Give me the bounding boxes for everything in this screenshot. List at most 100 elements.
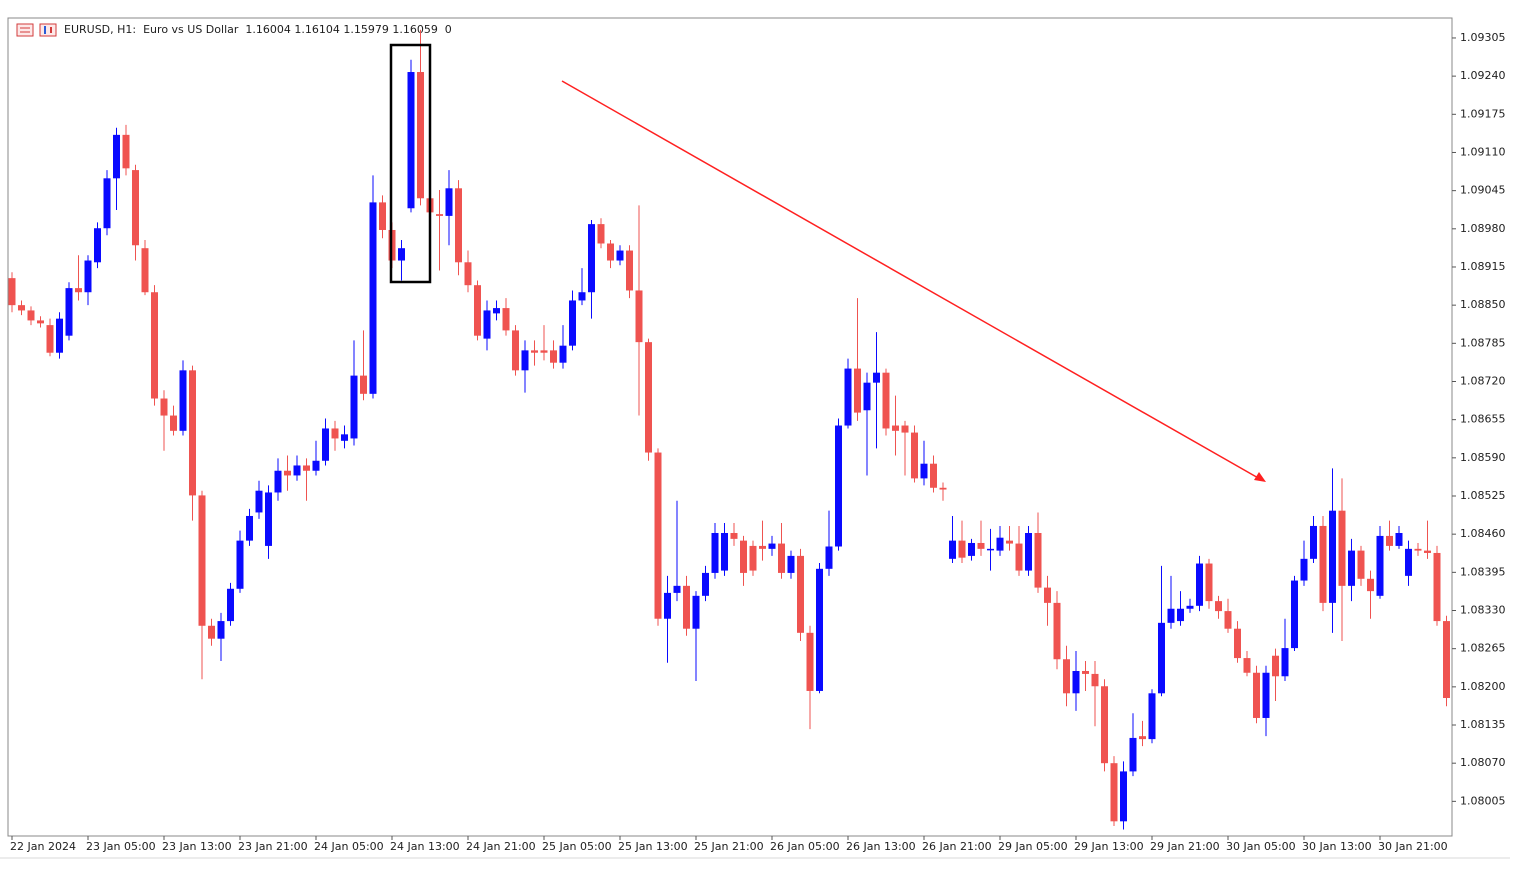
- candle-body: [550, 350, 557, 363]
- y-tick-label: 1.08720: [1460, 374, 1506, 387]
- candle-body: [702, 572, 709, 596]
- candle-body: [987, 548, 994, 551]
- candle-body: [540, 350, 548, 353]
- icon-chart[interactable]: [39, 23, 57, 37]
- candle-body: [1215, 601, 1222, 612]
- x-tick-label: 24 Jan 05:00: [314, 840, 384, 853]
- candle-body: [1376, 535, 1384, 596]
- icon-list[interactable]: [16, 23, 34, 37]
- candle-body: [398, 248, 405, 261]
- candle-body: [170, 415, 177, 431]
- x-tick-label: 29 Jan 21:00: [1150, 840, 1220, 853]
- x-tick-label: 29 Jan 13:00: [1074, 840, 1144, 853]
- y-tick-label: 1.09110: [1460, 145, 1506, 158]
- highlight-box: [389, 43, 432, 284]
- candle-body: [607, 243, 614, 261]
- candle-body: [1395, 532, 1403, 546]
- candle-body: [901, 425, 909, 433]
- candle-body: [132, 170, 139, 246]
- candle-body: [854, 368, 861, 413]
- x-tick-label: 23 Jan 21:00: [238, 840, 308, 853]
- x-tick-label: 30 Jan 13:00: [1302, 840, 1372, 853]
- candle-body: [806, 632, 814, 691]
- candle-body: [1405, 548, 1412, 576]
- candle-body: [75, 288, 82, 293]
- candle-body: [512, 330, 519, 371]
- candle-body: [1367, 578, 1374, 592]
- candle-body: [141, 248, 149, 293]
- candle-body: [8, 278, 16, 306]
- candle-body: [958, 540, 966, 558]
- candle-body: [920, 463, 928, 479]
- candle-body: [46, 325, 54, 353]
- candle-body: [151, 292, 158, 399]
- candle-body: [1281, 648, 1289, 677]
- candle-body: [350, 375, 358, 439]
- x-tick-label: 30 Jan 05:00: [1226, 840, 1296, 853]
- candle-body: [977, 542, 985, 549]
- candle-body: [911, 432, 918, 479]
- candle-body: [1101, 686, 1108, 764]
- candle-body: [711, 532, 719, 573]
- candle-body: [27, 310, 35, 321]
- candle-body: [464, 262, 472, 286]
- candle-body: [1025, 532, 1032, 571]
- candle-body: [103, 178, 111, 229]
- candle-body: [1015, 543, 1023, 571]
- candle-body: [797, 555, 804, 633]
- candle-body: [1034, 532, 1042, 588]
- candle-body: [1110, 763, 1118, 822]
- candle-body: [502, 308, 510, 331]
- candle-body: [227, 588, 234, 622]
- x-tick-label: 23 Jan 05:00: [86, 840, 156, 853]
- candle-body: [1338, 510, 1346, 586]
- candle-body: [683, 585, 690, 629]
- candle-body: [265, 492, 272, 546]
- candle-body: [1386, 535, 1393, 546]
- candle-body: [844, 368, 852, 426]
- candle-body: [1139, 736, 1146, 740]
- candle-body: [1148, 693, 1156, 740]
- header-icons: [16, 23, 57, 37]
- x-tick-label: 26 Jan 13:00: [846, 840, 916, 853]
- candle-body: [436, 214, 443, 216]
- candle-body: [445, 188, 453, 216]
- candle-body: [1063, 659, 1070, 694]
- trend-arrow-line: [561, 80, 1261, 480]
- y-tick-label: 1.08980: [1460, 222, 1506, 235]
- candle-body: [331, 428, 339, 439]
- y-tick-label: 1.09240: [1460, 69, 1506, 82]
- candle-body: [303, 465, 310, 471]
- candle-body: [749, 545, 757, 571]
- y-tick-label: 1.08135: [1460, 718, 1506, 731]
- candle-body: [1424, 550, 1431, 553]
- x-tick-label: 23 Jan 13:00: [162, 840, 232, 853]
- candle-body: [835, 425, 842, 547]
- candle-body: [740, 540, 747, 573]
- candle-body: [160, 398, 168, 416]
- candle-body: [1433, 552, 1441, 622]
- candle-body: [531, 350, 538, 353]
- candle-body: [825, 546, 833, 569]
- x-tick-label: 26 Jan 21:00: [922, 840, 992, 853]
- candle-body: [1319, 525, 1327, 603]
- candle-body: [664, 592, 671, 619]
- candle-body: [616, 250, 624, 261]
- candle-body: [417, 72, 424, 199]
- candle-body: [360, 375, 367, 394]
- candle-body: [208, 625, 215, 639]
- candle-body: [246, 515, 253, 541]
- candle-body: [1196, 563, 1203, 606]
- y-tick-label: 1.08915: [1460, 260, 1506, 273]
- candle-body: [759, 545, 766, 549]
- candle-body: [597, 224, 605, 244]
- candle-body: [939, 487, 947, 490]
- candle-body: [1082, 670, 1089, 674]
- candle-body: [1262, 672, 1270, 718]
- y-tick-label: 1.09175: [1460, 107, 1506, 120]
- candle-body: [284, 470, 291, 476]
- candle-body: [1300, 558, 1308, 581]
- candle-body: [65, 288, 73, 336]
